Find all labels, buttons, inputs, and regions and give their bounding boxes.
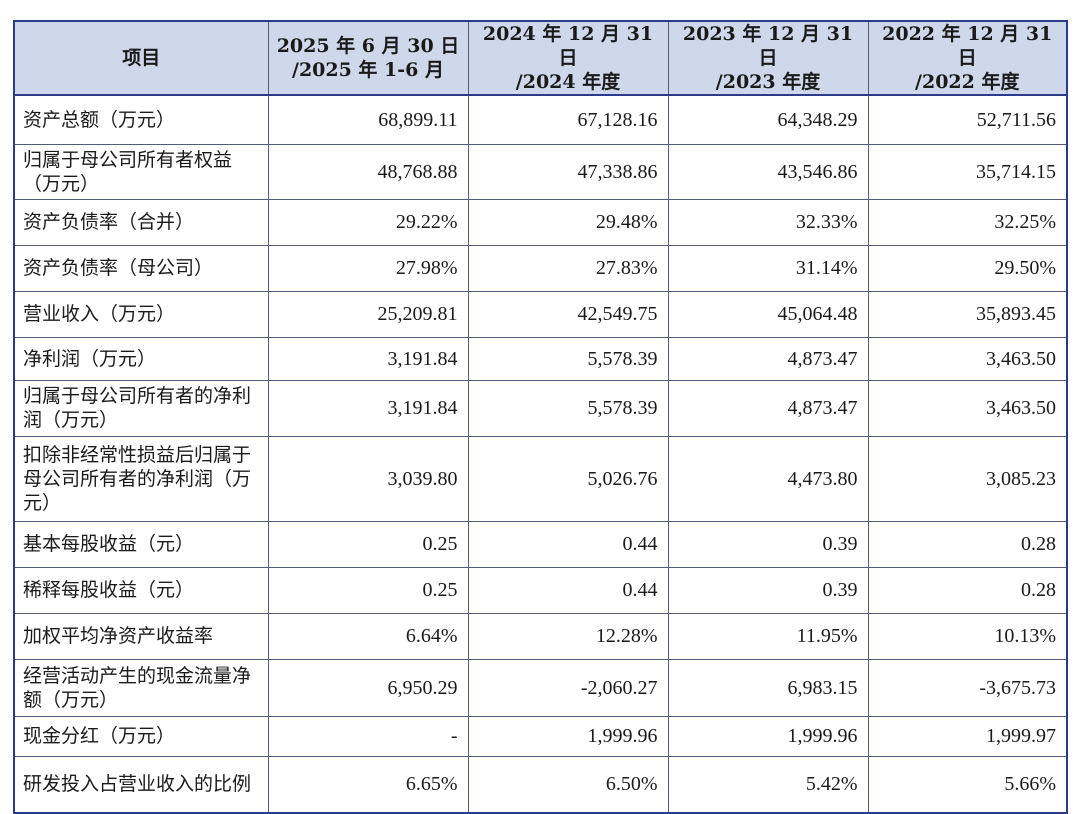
- table-row: 资产总额（万元） 68,899.11 67,128.16 64,348.29 5…: [13, 94, 1068, 145]
- cell-value: -: [267, 715, 469, 757]
- cell-value: 52,711.56: [867, 94, 1068, 145]
- cell-value: 4,873.47: [667, 379, 869, 437]
- header-item: 项目: [13, 20, 269, 96]
- cell-value: 3,039.80: [267, 435, 469, 522]
- row-label: 资产总额（万元）: [13, 94, 269, 145]
- cell-value: 29.48%: [467, 198, 669, 246]
- header-2024: 2024 年 12 月 31 日 /2024 年度: [467, 20, 669, 96]
- table-row: 扣除非经常性损益后归属于母公司所有者的净利润（万元） 3,039.80 5,02…: [13, 435, 1068, 522]
- cell-value: 67,128.16: [467, 94, 669, 145]
- header-2023: 2023 年 12 月 31 日 /2023 年度: [667, 20, 869, 96]
- cell-value: 64,348.29: [667, 94, 869, 145]
- row-label: 加权平均净资产收益率: [13, 612, 269, 660]
- cell-value: 0.28: [867, 566, 1068, 614]
- cell-value: 0.39: [667, 566, 869, 614]
- cell-value: 3,191.84: [267, 379, 469, 437]
- cell-value: 6.65%: [267, 755, 469, 814]
- cell-value: 29.22%: [267, 198, 469, 246]
- cell-value: 1,999.96: [667, 715, 869, 757]
- row-label: 经营活动产生的现金流量净额（万元）: [13, 658, 269, 717]
- table-row: 经营活动产生的现金流量净额（万元） 6,950.29 -2,060.27 6,9…: [13, 658, 1068, 717]
- table-row: 营业收入（万元） 25,209.81 42,549.75 45,064.48 3…: [13, 290, 1068, 338]
- table-row: 加权平均净资产收益率 6.64% 12.28% 11.95% 10.13%: [13, 612, 1068, 660]
- cell-value: 3,463.50: [867, 336, 1068, 381]
- cell-value: 31.14%: [667, 244, 869, 292]
- table-header-row: 项目 2025 年 6 月 30 日 /2025 年 1-6 月 2024 年 …: [13, 20, 1068, 96]
- cell-value: 6,983.15: [667, 658, 869, 717]
- row-label: 资产负债率（合并）: [13, 198, 269, 246]
- cell-value: 0.28: [867, 520, 1068, 568]
- header-2022: 2022 年 12 月 31 日 /2022 年度: [867, 20, 1068, 96]
- cell-value: 5,578.39: [467, 336, 669, 381]
- table-row: 基本每股收益（元） 0.25 0.44 0.39 0.28: [13, 520, 1068, 568]
- row-label: 营业收入（万元）: [13, 290, 269, 338]
- cell-value: 0.25: [267, 566, 469, 614]
- table-row: 资产负债率（合并） 29.22% 29.48% 32.33% 32.25%: [13, 198, 1068, 246]
- cell-value: 0.44: [467, 520, 669, 568]
- cell-value: 0.44: [467, 566, 669, 614]
- cell-value: 12.28%: [467, 612, 669, 660]
- cell-value: 27.83%: [467, 244, 669, 292]
- cell-value: 6,950.29: [267, 658, 469, 717]
- table-row: 归属于母公司所有者的净利润（万元） 3,191.84 5,578.39 4,87…: [13, 379, 1068, 437]
- cell-value: 32.25%: [867, 198, 1068, 246]
- cell-value: 3,085.23: [867, 435, 1068, 522]
- row-label: 稀释每股收益（元）: [13, 566, 269, 614]
- cell-value: 10.13%: [867, 612, 1068, 660]
- cell-value: -3,675.73: [867, 658, 1068, 717]
- table-row: 现金分红（万元） - 1,999.96 1,999.96 1,999.97: [13, 715, 1068, 757]
- cell-value: 45,064.48: [667, 290, 869, 338]
- cell-value: 5.42%: [667, 755, 869, 814]
- cell-value: 68,899.11: [267, 94, 469, 145]
- cell-value: 5.66%: [867, 755, 1068, 814]
- row-label: 资产负债率（母公司）: [13, 244, 269, 292]
- cell-value: 4,473.80: [667, 435, 869, 522]
- row-label: 净利润（万元）: [13, 336, 269, 381]
- cell-value: 6.64%: [267, 612, 469, 660]
- cell-value: 32.33%: [667, 198, 869, 246]
- cell-value: 6.50%: [467, 755, 669, 814]
- cell-value: 27.98%: [267, 244, 469, 292]
- cell-value: 1,999.97: [867, 715, 1068, 757]
- cell-value: 3,463.50: [867, 379, 1068, 437]
- cell-value: 0.39: [667, 520, 869, 568]
- financial-indicators-table: 项目 2025 年 6 月 30 日 /2025 年 1-6 月 2024 年 …: [13, 20, 1068, 814]
- table-row: 资产负债率（母公司） 27.98% 27.83% 31.14% 29.50%: [13, 244, 1068, 292]
- table-row: 净利润（万元） 3,191.84 5,578.39 4,873.47 3,463…: [13, 336, 1068, 381]
- cell-value: 47,338.86: [467, 143, 669, 200]
- cell-value: 43,546.86: [667, 143, 869, 200]
- table-row: 研发投入占营业收入的比例 6.65% 6.50% 5.42% 5.66%: [13, 755, 1068, 814]
- cell-value: 25,209.81: [267, 290, 469, 338]
- table-row: 归属于母公司所有者权益（万元） 48,768.88 47,338.86 43,5…: [13, 143, 1068, 200]
- cell-value: 1,999.96: [467, 715, 669, 757]
- row-label: 归属于母公司所有者权益（万元）: [13, 143, 269, 200]
- cell-value: 5,026.76: [467, 435, 669, 522]
- cell-value: 4,873.47: [667, 336, 869, 381]
- table-row: 稀释每股收益（元） 0.25 0.44 0.39 0.28: [13, 566, 1068, 614]
- header-2025h1: 2025 年 6 月 30 日 /2025 年 1-6 月: [267, 20, 469, 96]
- cell-value: 35,893.45: [867, 290, 1068, 338]
- cell-value: 48,768.88: [267, 143, 469, 200]
- row-label: 扣除非经常性损益后归属于母公司所有者的净利润（万元）: [13, 435, 269, 522]
- cell-value: -2,060.27: [467, 658, 669, 717]
- cell-value: 5,578.39: [467, 379, 669, 437]
- row-label: 基本每股收益（元）: [13, 520, 269, 568]
- cell-value: 29.50%: [867, 244, 1068, 292]
- row-label: 现金分红（万元）: [13, 715, 269, 757]
- cell-value: 35,714.15: [867, 143, 1068, 200]
- cell-value: 42,549.75: [467, 290, 669, 338]
- row-label: 研发投入占营业收入的比例: [13, 755, 269, 814]
- row-label: 归属于母公司所有者的净利润（万元）: [13, 379, 269, 437]
- cell-value: 11.95%: [667, 612, 869, 660]
- cell-value: 0.25: [267, 520, 469, 568]
- cell-value: 3,191.84: [267, 336, 469, 381]
